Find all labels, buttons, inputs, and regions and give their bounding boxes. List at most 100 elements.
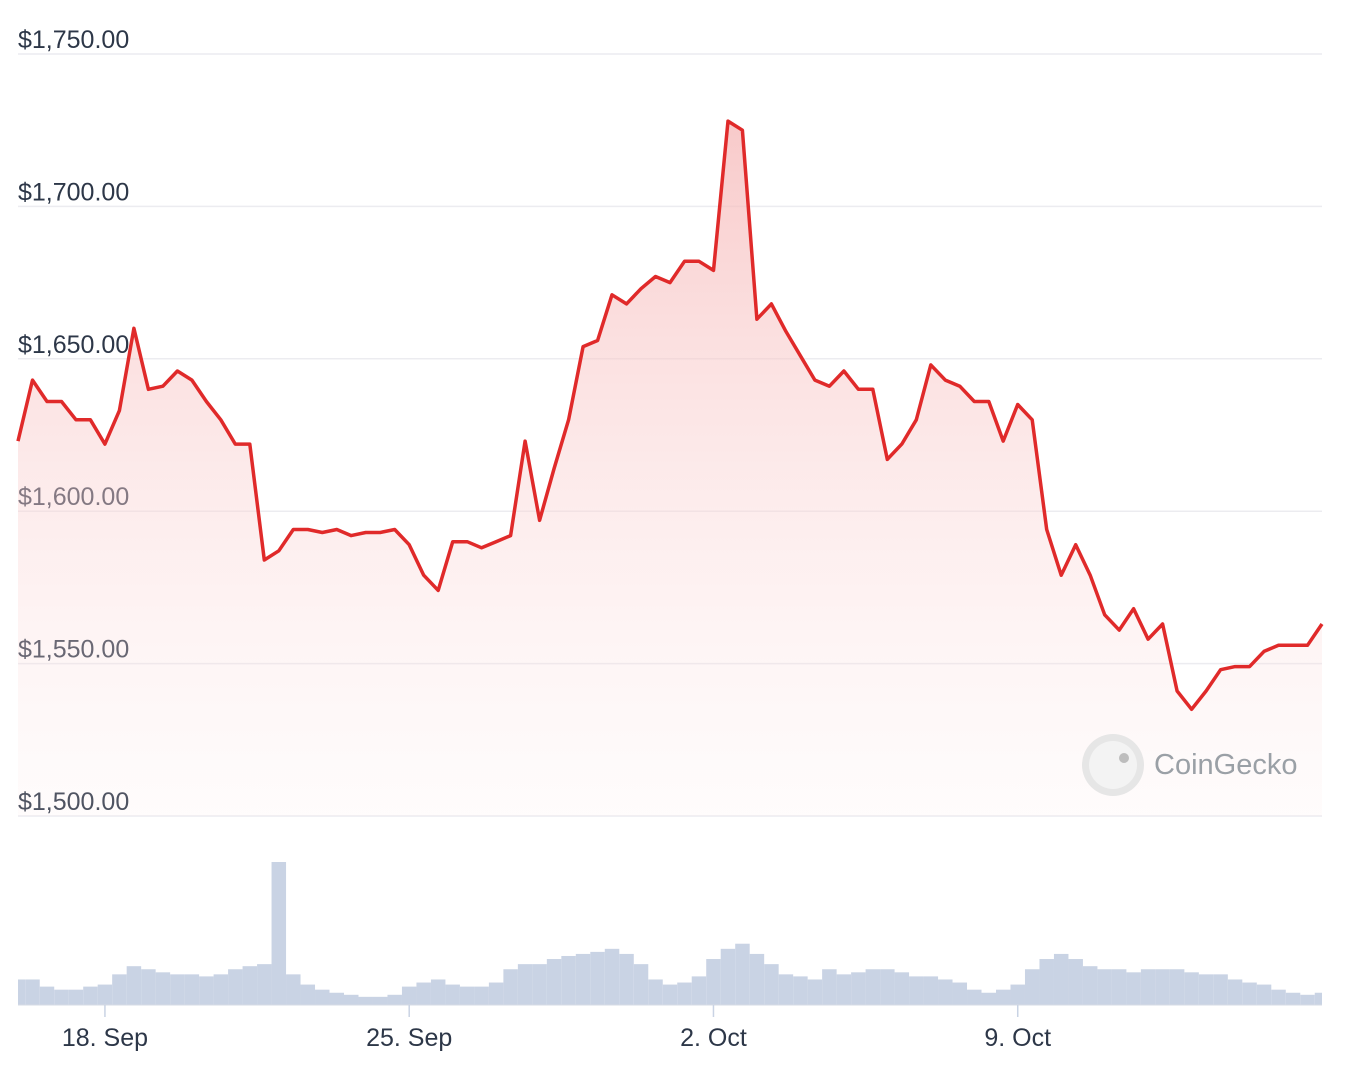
volume-bar [778,974,794,1005]
y-tick-label: $1,700.00 [18,178,129,206]
volume-bar [822,969,837,1005]
volume-bar [213,974,229,1005]
volume-bar [807,979,823,1005]
price-area [18,121,1322,817]
volume-bar [170,974,185,1005]
volume-bar [459,986,475,1005]
volume-bar [1010,984,1025,1005]
volume-bar [633,964,649,1005]
volume-bar [25,979,40,1005]
volume-bar [445,984,460,1005]
volume-bar [561,955,576,1005]
volume-bar [358,996,373,1005]
volume-bar [387,994,402,1005]
volume-bar [894,972,910,1005]
volume-bar [1053,953,1069,1005]
volume-bar [199,976,214,1005]
volume-bar [1155,969,1170,1005]
volume-bar [372,996,388,1005]
volume-bar [271,862,287,1005]
volume-bar [315,989,330,1005]
x-tick-label: 9. Oct [984,1024,1051,1052]
watermark-logo-eye [1119,753,1129,763]
watermark-text: CoinGecko [1154,749,1297,781]
volume-bar [329,992,344,1005]
volume-bar [488,982,504,1005]
volume-bar [1024,969,1040,1005]
volume-bar [981,992,996,1005]
volume-bar [126,966,142,1005]
watermark: CoinGecko [1082,734,1297,796]
volume-bar [706,959,721,1005]
volume-bar [300,984,316,1005]
volume-bar [503,969,518,1005]
volume-bar [604,948,620,1005]
volume-bar [546,959,562,1005]
volume-bar [1126,972,1141,1005]
volume-bar [923,976,939,1005]
volume-bar [286,974,301,1005]
volume-bar [344,994,359,1005]
volume-bar [141,969,156,1005]
volume-bar [691,976,707,1005]
volume-bar [619,953,634,1005]
volume-bar [1068,959,1083,1005]
volume-bar [1169,969,1185,1005]
volume-bar [720,948,736,1005]
volume-bar [662,984,678,1005]
volume-bar [1184,972,1199,1005]
volume-bar [155,972,171,1005]
volume-bar [1097,969,1112,1005]
volume-bar [430,979,446,1005]
volume-bar [749,953,765,1005]
volume-bar [967,989,982,1005]
x-tick-label: 2. Oct [680,1024,747,1052]
volume-bar [764,964,779,1005]
volume-bar [228,969,243,1005]
volume-bar [257,964,272,1005]
volume-bar [648,979,663,1005]
volume-bar [677,982,692,1005]
volume-bar [97,984,113,1005]
volume-bar [575,953,591,1005]
volume-bar [1140,969,1156,1005]
volume-bar [1242,982,1257,1005]
volume-bar [1227,979,1243,1005]
volume-bar [54,989,69,1005]
volume-bar [880,969,895,1005]
volume-bar [1082,966,1098,1005]
volume-bar [474,986,489,1005]
volume-bar [1039,959,1054,1005]
volume-bar [1256,984,1272,1005]
price-line [16,119,1324,712]
volume-bar [865,969,881,1005]
volume-bar [793,976,808,1005]
x-tick-label: 18. Sep [62,1024,148,1052]
volume-bar [532,964,547,1005]
volume-bar [1271,989,1286,1005]
volume-bar [112,974,127,1005]
volume-bar [851,972,866,1005]
volume-bar [952,982,968,1005]
volume-bar [836,974,852,1005]
volume-bar [83,986,98,1005]
volume-bar [401,986,417,1005]
volume-bar [1314,992,1322,1005]
volume-bar [68,989,84,1005]
volume-bar [39,986,55,1005]
y-tick-label: $1,650.00 [18,331,129,359]
volume-bar [184,974,200,1005]
y-tick-label: $1,750.00 [18,26,129,54]
volume-bar [1111,969,1127,1005]
volume-bar [1285,992,1301,1005]
volume-bar [1213,974,1228,1005]
volume-bar [18,979,26,1005]
volume-bar [938,979,953,1005]
volume-bar [590,951,605,1005]
volume-bar [1198,974,1214,1005]
volume-bar [517,964,533,1005]
volume-bar [735,943,750,1005]
watermark-logo-inner [1089,741,1137,789]
volume-bar [242,966,258,1005]
